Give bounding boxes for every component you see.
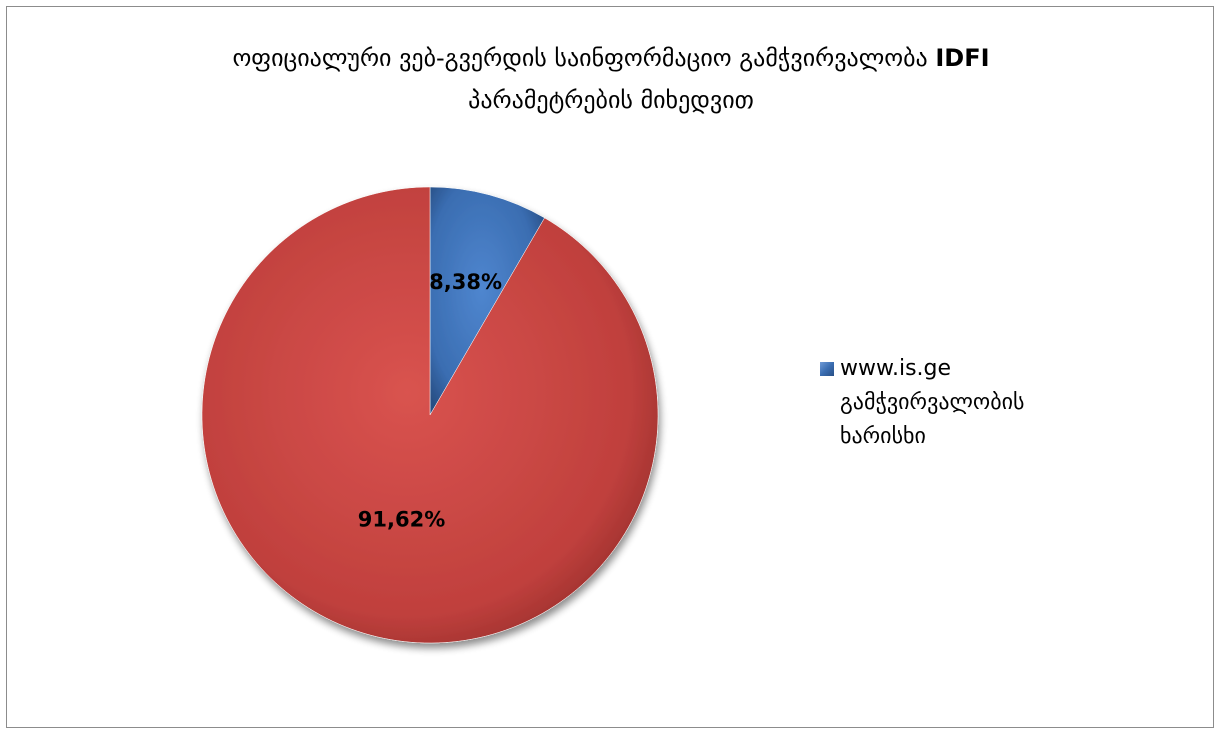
chart-title-text: ოფიციალური ვებ-გვერდის საინფორმაციო გამჭ… bbox=[232, 44, 928, 72]
legend-entry: www.is.ge bbox=[820, 352, 1120, 386]
chart-title-line-2: პარამეტრების მიხედვით bbox=[468, 86, 754, 114]
pie-slice-label-2: 91,62% bbox=[358, 508, 445, 532]
chart-title-line-1: ოფიციალური ვებ-გვერდის საინფორმაციო გამჭ… bbox=[7, 37, 1215, 79]
pie-slice-label-1: 8,38% bbox=[429, 270, 502, 294]
legend-swatch bbox=[820, 362, 834, 376]
legend-entry-description: გამჭვირვალობის ხარისხი bbox=[840, 390, 1025, 449]
pie-slices bbox=[201, 186, 659, 644]
chart-title-bold-text: IDFI bbox=[935, 44, 990, 72]
chart-legend: www.is.ge გამჭვირვალობის ხარისხი bbox=[820, 352, 1120, 454]
pie-slice-labels: 8,38% 91,62% bbox=[358, 270, 502, 532]
legend-entry-label: www.is.ge bbox=[840, 356, 952, 381]
pie-slice-1 bbox=[429, 186, 545, 416]
chart-title: ოფიციალური ვებ-გვერდის საინფორმაციო გამჭ… bbox=[7, 37, 1215, 121]
pie-slice-2 bbox=[201, 186, 659, 644]
